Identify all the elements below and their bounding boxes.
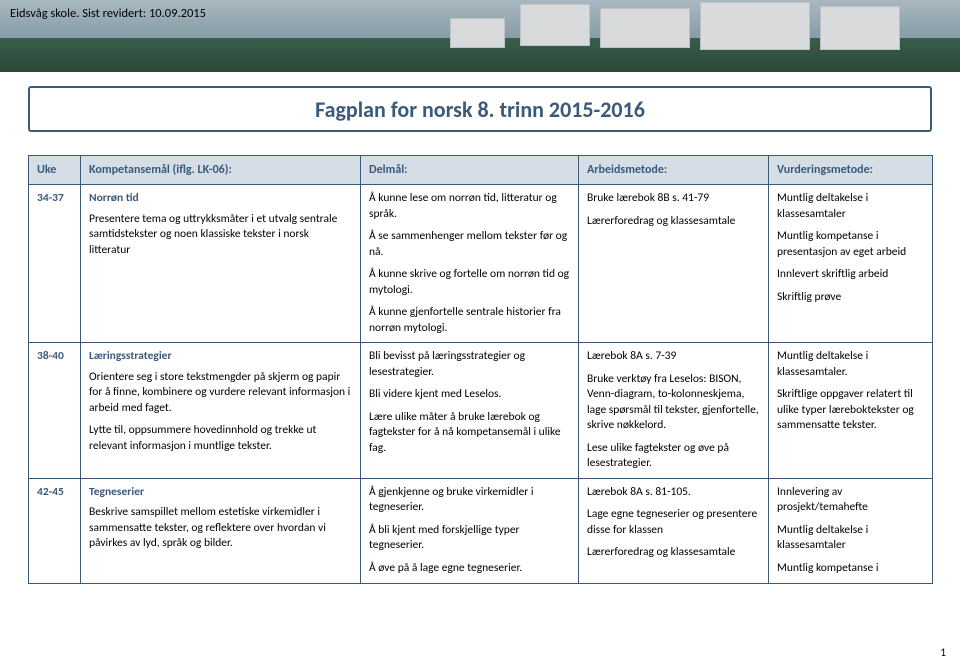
- cell-paragraph: Muntlig deltakelse i klassesamtaler: [777, 523, 924, 554]
- cell-uke: 42-45: [29, 478, 81, 583]
- cell-paragraph: Bruke verktøy fra Leselos: BISON, Venn-d…: [587, 372, 760, 434]
- cell-paragraph: Lærebok 8A s. 7-39: [587, 349, 760, 365]
- col-header-arbeidsmetode: Arbeidsmetode:: [579, 156, 769, 185]
- table-header-row: Uke Kompetansemål (iflg. LK-06): Delmål:…: [29, 156, 933, 185]
- cell-paragraph: Orientere seg i store tekstmengder på sk…: [89, 370, 352, 417]
- cell-paragraph: Muntlig deltakelse i klassesamtaler.: [777, 349, 924, 380]
- school-revision-header: Eidsvåg skole. Sist revidert: 10.09.2015: [10, 6, 206, 21]
- cell-uke: 38-40: [29, 343, 81, 479]
- cell-paragraph: Å kunne skrive og fortelle om norrøn tid…: [369, 267, 570, 298]
- cell-arb: Lærebok 8A s. 81-105. Lage egne tegneseri…: [579, 478, 769, 583]
- page-title-box: Fagplan for norsk 8. trinn 2015-2016: [28, 86, 932, 132]
- table-row: 38-40 Læringsstrategier Orientere seg i st…: [29, 343, 933, 479]
- cell-paragraph: Å øve på å lage egne tegneserier.: [369, 561, 570, 577]
- cell-kompetansemal: Norrøn tid Presentere tema og uttrykksmåt…: [81, 185, 361, 343]
- curriculum-table: Uke Kompetansemål (iflg. LK-06): Delmål:…: [28, 155, 933, 584]
- topic-heading: Norrøn tid: [89, 191, 352, 207]
- cell-paragraph: Å kunne lese om norrøn tid, litteratur o…: [369, 191, 570, 222]
- cell-paragraph: Beskrive samspillet mellom estetiske vir…: [89, 505, 352, 552]
- cell-paragraph: Presentere tema og uttrykksmåter i et ut…: [89, 212, 352, 259]
- cell-paragraph: Bli videre kjent med Leselos.: [369, 387, 570, 403]
- cell-uke: 34-37: [29, 185, 81, 343]
- cell-paragraph: Innlevert skriftlig arbeid: [777, 267, 924, 283]
- cell-vur: Innlevering av prosjekt/temahefte Muntlig…: [769, 478, 933, 583]
- cell-paragraph: Å kunne gjenfortelle sentrale historier …: [369, 305, 570, 336]
- cell-kompetansemal: Læringsstrategier Orientere seg i store t…: [81, 343, 361, 479]
- table-row: 42-45 Tegneserier Beskrive samspillet mell…: [29, 478, 933, 583]
- page-title: Fagplan for norsk 8. trinn 2015-2016: [315, 96, 645, 123]
- cell-paragraph: Å gjenkjenne og bruke virkemidler i tegn…: [369, 485, 570, 516]
- cell-del: Å gjenkjenne og bruke virkemidler i tegn…: [361, 478, 579, 583]
- page-number: 1: [940, 646, 946, 659]
- cell-paragraph: Lage egne tegneserier og presentere diss…: [587, 507, 760, 538]
- cell-paragraph: Skriftlige oppgaver relatert til ulike t…: [777, 387, 924, 434]
- cell-paragraph: Muntlig kompetanse i presentasjon av ege…: [777, 229, 924, 260]
- cell-paragraph: Å se sammenhenger mellom tekster før og …: [369, 229, 570, 260]
- cell-del: Bli bevisst på læringsstrategier og lese…: [361, 343, 579, 479]
- cell-vur: Muntlig deltakelse i klassesamtaler Muntl…: [769, 185, 933, 343]
- cell-paragraph: Å bli kjent med forskjellige typer tegne…: [369, 523, 570, 554]
- col-header-uke: Uke: [29, 156, 81, 185]
- cell-kompetansemal: Tegneserier Beskrive samspillet mellom es…: [81, 478, 361, 583]
- cell-paragraph: Lærerforedrag og klassesamtale: [587, 545, 760, 561]
- cell-paragraph: Innlevering av prosjekt/temahefte: [777, 485, 924, 516]
- cell-arb: Bruke lærebok 8B s. 41-79 Lærerforedrag o…: [579, 185, 769, 343]
- cell-del: Å kunne lese om norrøn tid, litteratur o…: [361, 185, 579, 343]
- cell-paragraph: Lære ulike måter å bruke lærebok og fagt…: [369, 410, 570, 457]
- table-row: 34-37 Norrøn tid Presentere tema og uttryk…: [29, 185, 933, 343]
- cell-vur: Muntlig deltakelse i klassesamtaler. Skri…: [769, 343, 933, 479]
- col-header-kompetansemal: Kompetansemål (iflg. LK-06):: [81, 156, 361, 185]
- cell-paragraph: Skriftlig prøve: [777, 290, 924, 306]
- cell-paragraph: Bli bevisst på læringsstrategier og lese…: [369, 349, 570, 380]
- topic-heading: Tegneserier: [89, 485, 352, 501]
- cell-paragraph: Muntlig kompetanse i: [777, 561, 924, 577]
- cell-paragraph: Lese ulike fagtekster og øve på lesestra…: [587, 441, 760, 472]
- col-header-vurderingsmetode: Vurderingsmetode:: [769, 156, 933, 185]
- cell-paragraph: Bruke lærebok 8B s. 41-79: [587, 191, 760, 207]
- cell-paragraph: Lærerforedrag og klassesamtale: [587, 214, 760, 230]
- cell-arb: Lærebok 8A s. 7-39 Bruke verktøy fra Lese…: [579, 343, 769, 479]
- cell-paragraph: Lytte til, oppsummere hovedinnhold og tr…: [89, 423, 352, 454]
- col-header-delmal: Delmål:: [361, 156, 579, 185]
- cell-paragraph: Lærebok 8A s. 81-105.: [587, 485, 760, 501]
- topic-heading: Læringsstrategier: [89, 349, 352, 365]
- cell-paragraph: Muntlig deltakelse i klassesamtaler: [777, 191, 924, 222]
